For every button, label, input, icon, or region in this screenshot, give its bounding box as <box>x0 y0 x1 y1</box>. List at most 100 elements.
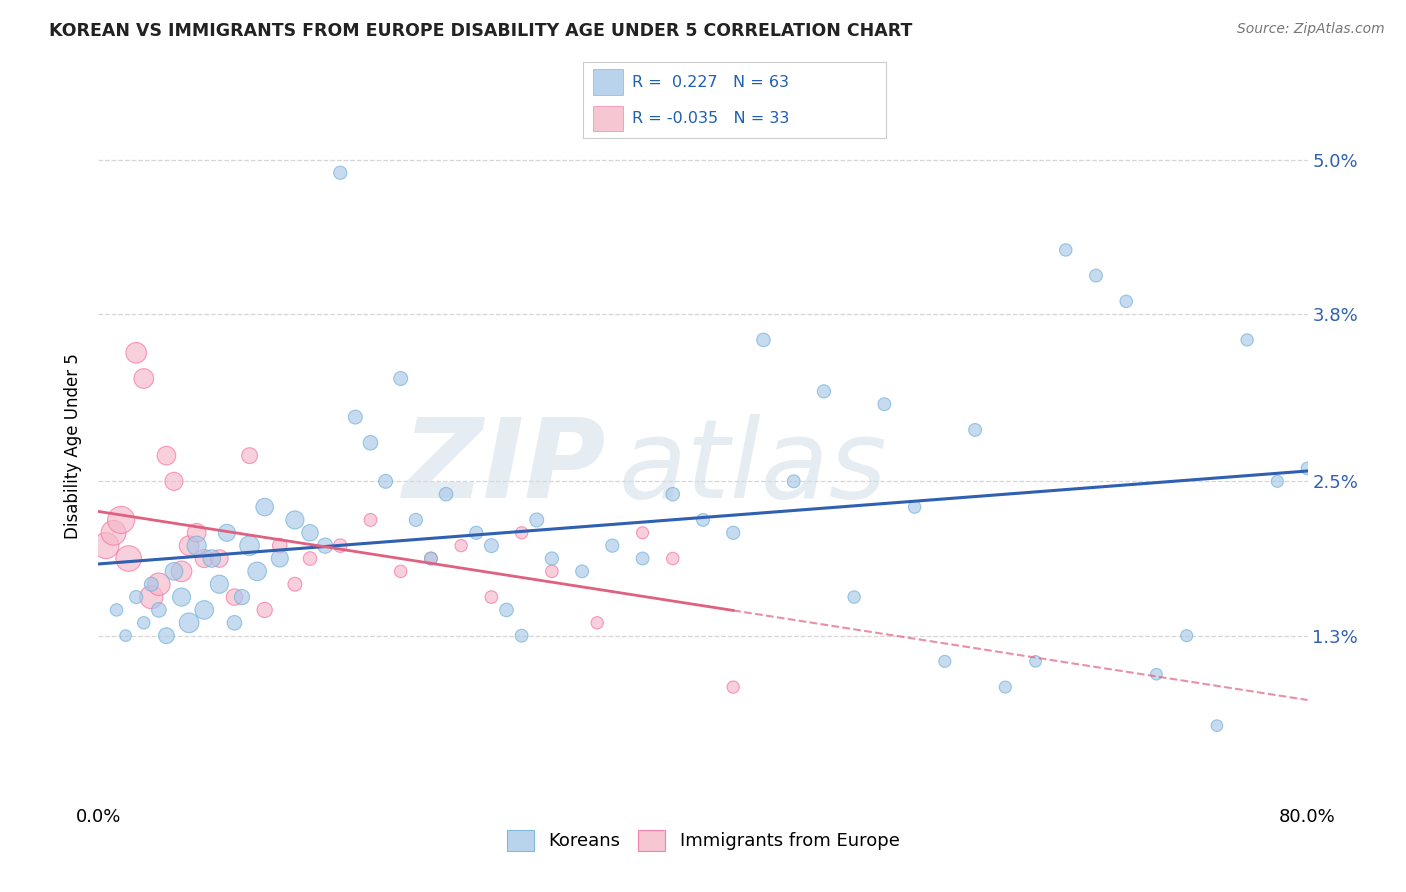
Point <box>163 565 186 579</box>
Text: ZIP: ZIP <box>402 414 606 521</box>
Point <box>571 565 593 579</box>
Y-axis label: Disability Age Under 5: Disability Age Under 5 <box>65 353 83 539</box>
Point <box>208 551 231 566</box>
Text: R =  0.227   N = 63: R = 0.227 N = 63 <box>631 75 789 90</box>
Point <box>844 590 866 604</box>
Point <box>269 539 291 553</box>
Point <box>208 577 231 591</box>
Point <box>186 525 208 540</box>
Point <box>783 475 806 489</box>
Point <box>661 487 683 501</box>
Point <box>239 449 262 463</box>
Point <box>170 565 193 579</box>
Point <box>481 590 503 604</box>
Text: Source: ZipAtlas.com: Source: ZipAtlas.com <box>1237 22 1385 37</box>
Point <box>1115 294 1137 309</box>
Point <box>420 551 443 566</box>
Point <box>360 435 382 450</box>
Text: atlas: atlas <box>619 414 887 521</box>
Point <box>586 615 609 630</box>
Point <box>141 590 163 604</box>
Point <box>224 590 246 604</box>
Text: KOREAN VS IMMIGRANTS FROM EUROPE DISABILITY AGE UNDER 5 CORRELATION CHART: KOREAN VS IMMIGRANTS FROM EUROPE DISABIL… <box>49 22 912 40</box>
Point <box>215 525 238 540</box>
Point <box>661 551 683 566</box>
Point <box>163 475 186 489</box>
Point <box>1206 719 1229 733</box>
Point <box>239 539 262 553</box>
Point <box>284 513 307 527</box>
Point <box>1236 333 1258 347</box>
Point <box>374 475 396 489</box>
Point <box>314 539 336 553</box>
Point <box>193 551 215 566</box>
Point <box>1267 475 1289 489</box>
Point <box>389 371 412 385</box>
Point <box>94 539 117 553</box>
Point <box>141 577 163 591</box>
Point <box>299 551 322 566</box>
Point <box>1146 667 1168 681</box>
Point <box>752 333 775 347</box>
Point <box>540 565 562 579</box>
Point <box>193 603 215 617</box>
Point <box>389 565 412 579</box>
Point <box>1085 268 1108 283</box>
Point <box>723 525 745 540</box>
Point <box>495 603 517 617</box>
Point <box>148 603 170 617</box>
Point <box>465 525 488 540</box>
Point <box>692 513 714 527</box>
Point <box>103 525 125 540</box>
Point <box>723 680 745 694</box>
Point <box>420 551 443 566</box>
Point <box>1175 629 1198 643</box>
Point <box>114 629 136 643</box>
Point <box>1024 654 1046 668</box>
Point <box>510 525 533 540</box>
Point <box>873 397 896 411</box>
Point <box>132 371 155 385</box>
Point <box>179 539 201 553</box>
Point <box>434 487 457 501</box>
Point <box>1296 461 1319 475</box>
Point <box>246 565 269 579</box>
Point <box>155 629 177 643</box>
Point <box>186 539 208 553</box>
Point <box>631 525 654 540</box>
Point <box>329 539 352 553</box>
Point <box>510 629 533 643</box>
Point <box>170 590 193 604</box>
Point <box>125 345 148 359</box>
Point <box>1054 243 1077 257</box>
Point <box>329 166 352 180</box>
Point <box>269 551 291 566</box>
FancyBboxPatch shape <box>592 105 623 131</box>
Point <box>125 590 148 604</box>
Point <box>450 539 472 553</box>
Point <box>110 513 132 527</box>
Point <box>405 513 427 527</box>
Point <box>132 615 155 630</box>
Point <box>904 500 927 514</box>
Point <box>253 500 276 514</box>
Point <box>105 603 128 617</box>
Point <box>934 654 956 668</box>
Point <box>602 539 624 553</box>
Point <box>253 603 276 617</box>
Text: R = -0.035   N = 33: R = -0.035 N = 33 <box>631 111 789 126</box>
Point <box>344 410 367 425</box>
Point <box>631 551 654 566</box>
Legend: Koreans, Immigrants from Europe: Koreans, Immigrants from Europe <box>499 822 907 858</box>
Point <box>179 615 201 630</box>
Point <box>231 590 253 604</box>
Point <box>994 680 1017 694</box>
Point <box>540 551 562 566</box>
Point <box>201 551 224 566</box>
Point <box>481 539 503 553</box>
FancyBboxPatch shape <box>592 70 623 95</box>
Point <box>526 513 548 527</box>
Point <box>118 551 141 566</box>
Point <box>155 449 177 463</box>
Point <box>965 423 987 437</box>
